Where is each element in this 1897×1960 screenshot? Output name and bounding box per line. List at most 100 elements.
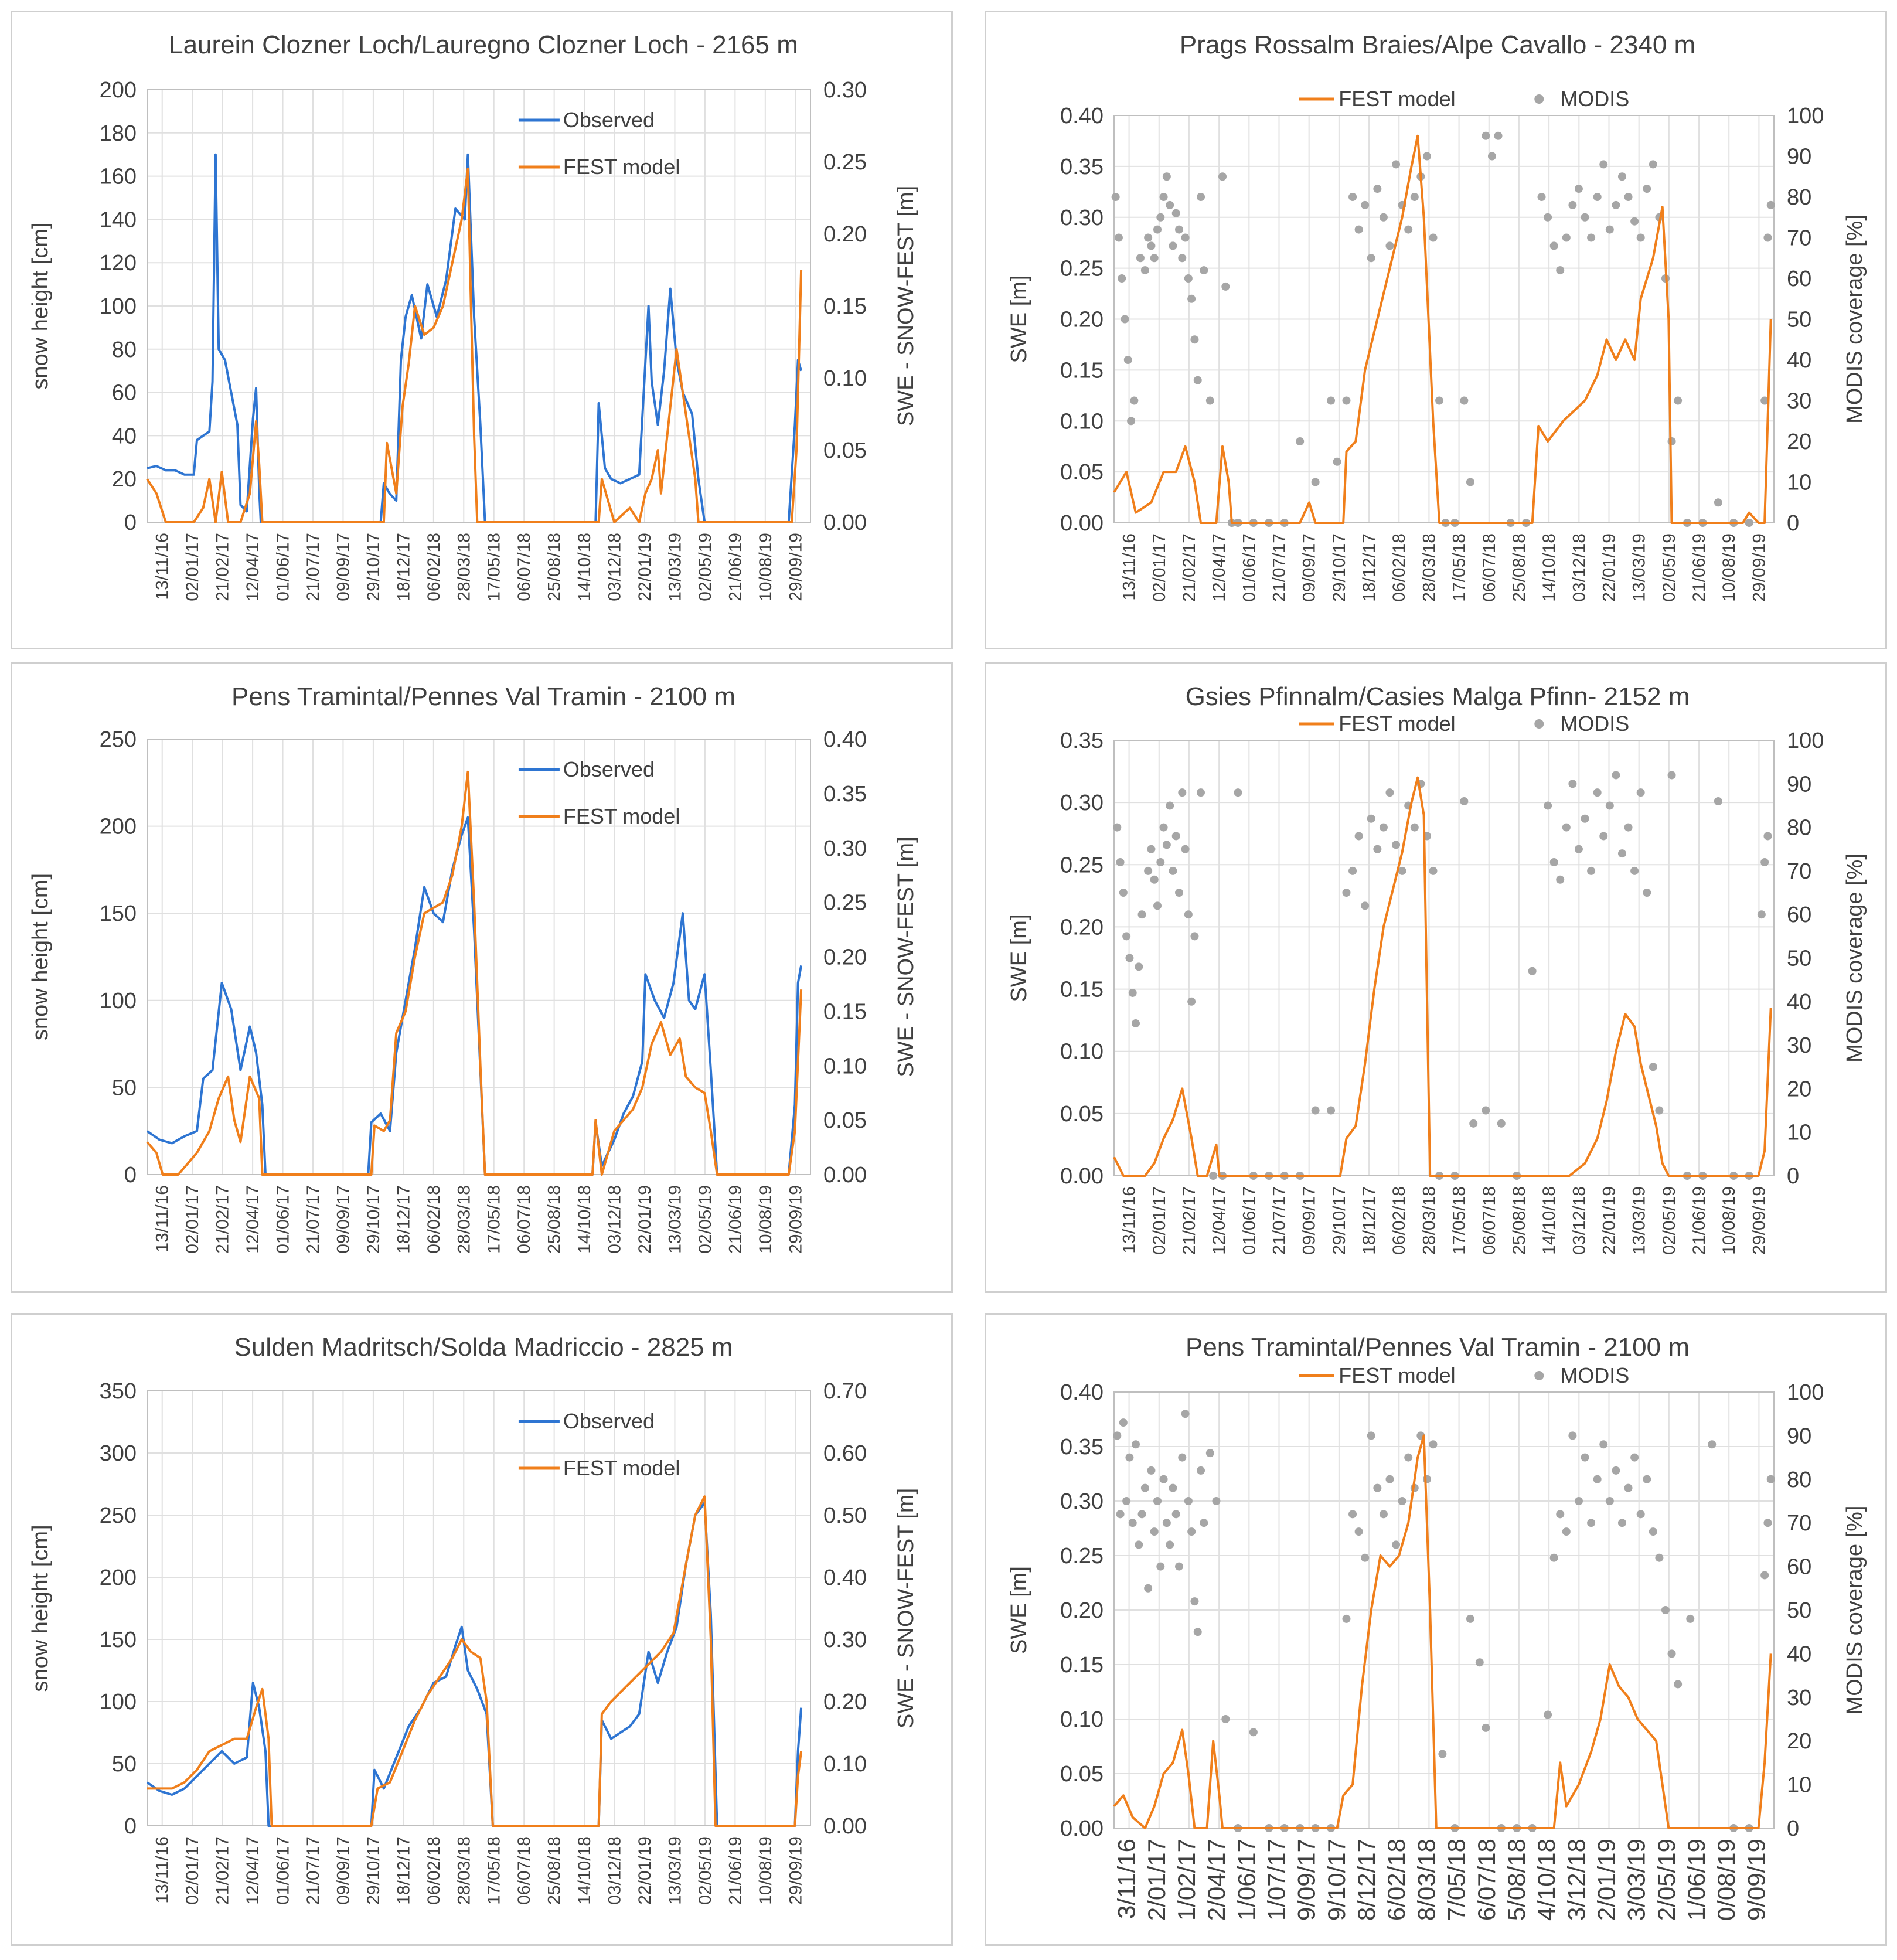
y2-tick-label: 90	[1787, 772, 1811, 797]
y2-tick-label: 0.30	[823, 78, 867, 103]
modis-point	[1624, 823, 1633, 832]
modis-point	[1162, 1519, 1171, 1527]
modis-point	[1385, 788, 1394, 797]
modis-point	[1373, 845, 1382, 853]
modis-point	[1379, 823, 1388, 832]
y2-tick-label: 70	[1787, 859, 1811, 884]
x-tick-label: 29/09/19	[786, 533, 805, 601]
modis-point	[1119, 1418, 1128, 1427]
modis-point	[1175, 225, 1184, 234]
series-observed	[146, 816, 803, 1176]
x-tick-label: 25/08/18	[1510, 1186, 1529, 1255]
x-tick-label: 09/09/17	[333, 1836, 353, 1905]
modis-point	[1745, 519, 1753, 527]
modis-point	[1113, 1431, 1122, 1440]
x-tick-label: 12/04/17	[1210, 1186, 1229, 1255]
y2-tick-label: 0.10	[823, 1054, 867, 1078]
modis-point	[1171, 209, 1180, 217]
modis-point	[1171, 1510, 1180, 1519]
modis-point	[1562, 823, 1571, 832]
series-fest-model	[146, 168, 803, 523]
y2-tick-label: 0.60	[823, 1441, 867, 1466]
modis-point	[1135, 1540, 1143, 1549]
y-tick-label: 200	[100, 78, 137, 103]
y2-tick-label: 40	[1787, 348, 1811, 373]
x-tick-label: 01/06/17	[1239, 1186, 1259, 1255]
modis-point	[1714, 498, 1722, 507]
x-tick-label: 06/02/18	[424, 533, 444, 601]
chart-svg: Laurein Clozner Loch/Lauregno Clozner Lo…	[28, 30, 918, 601]
y-tick-label: 0.05	[1060, 460, 1104, 485]
modis-point	[1209, 1172, 1218, 1180]
y2-tick-label: 50	[1787, 1598, 1811, 1623]
modis-point	[1128, 988, 1137, 997]
modis-point	[1181, 233, 1190, 242]
modis-point	[1549, 241, 1558, 250]
modis-point	[1190, 932, 1199, 941]
x-tick-label: 09/09/17	[333, 533, 353, 601]
chart-title: Laurein Clozner Loch/Lauregno Clozner Lo…	[169, 30, 798, 59]
x-tick-label: 21/07/17	[304, 1836, 323, 1905]
x-tick-label: 29/09/19	[1749, 1186, 1769, 1255]
x-tick-label: 3/11/16	[1113, 1839, 1140, 1919]
modis-point	[1568, 1431, 1577, 1440]
x-tick-label: 8/03/18	[1412, 1839, 1440, 1921]
modis-point	[1379, 213, 1388, 222]
modis-point	[1630, 1453, 1639, 1462]
modis-point	[1200, 1519, 1208, 1527]
x-tick-label: 18/12/17	[1360, 1186, 1379, 1255]
y2-tick-label: 30	[1787, 1033, 1811, 1058]
chart-svg: Gsies Pfinnalm/Casies Malga Pfinn- 2152 …	[1007, 682, 1867, 1255]
y2-tick-label: 40	[1787, 1642, 1811, 1666]
modis-point	[1113, 823, 1122, 832]
y2-tick-label: 20	[1787, 1729, 1811, 1754]
x-tick-label: 25/08/18	[545, 1836, 564, 1905]
modis-point	[1122, 932, 1131, 941]
modis-point	[1544, 801, 1552, 810]
modis-point	[1147, 845, 1156, 853]
modis-point	[1123, 356, 1132, 364]
y-tick-label: 0.30	[1060, 791, 1104, 815]
y-tick-label: 140	[100, 207, 137, 232]
plot-frame	[147, 1390, 811, 1826]
legend-modis-swatch	[1534, 94, 1544, 104]
x-tick-label: 02/01/17	[183, 1185, 202, 1254]
x-tick-label: 2/01/19	[1593, 1839, 1620, 1921]
modis-point	[1212, 1497, 1221, 1505]
x-tick-label: 12/04/17	[243, 1185, 263, 1254]
y-tick-label: 100	[100, 1690, 137, 1714]
modis-point	[1599, 160, 1608, 169]
y-tick-label: 0.00	[1060, 511, 1104, 536]
x-tick-label: 22/01/19	[635, 533, 655, 601]
modis-point	[1166, 801, 1174, 810]
y2-tick-label: 0.00	[823, 1814, 867, 1839]
modis-point	[1127, 417, 1136, 426]
chart-svg: Prags Rossalm Braies/Alpe Cavallo - 2340…	[1007, 30, 1867, 602]
modis-point	[1487, 152, 1496, 161]
plot-frame	[147, 739, 811, 1175]
x-tick-label: 02/05/19	[696, 533, 715, 601]
modis-point	[1549, 1553, 1558, 1562]
x-tick-label: 13/11/16	[153, 1836, 172, 1904]
y-tick-label: 20	[112, 467, 137, 492]
x-tick-label: 03/12/18	[605, 1836, 625, 1905]
modis-point	[1156, 213, 1165, 222]
modis-point	[1125, 954, 1134, 962]
modis-point	[1171, 832, 1180, 841]
modis-point	[1150, 1527, 1159, 1536]
modis-point	[1544, 213, 1552, 222]
x-tick-label: 06/07/18	[1480, 533, 1499, 602]
x-tick-label: 02/01/17	[183, 1836, 202, 1905]
series-observed	[146, 1501, 803, 1827]
x-tick-label: 29/09/19	[786, 1185, 805, 1254]
x-tick-label: 02/05/19	[1660, 533, 1679, 602]
y-tick-label: 0.25	[1060, 853, 1104, 877]
modis-point	[1766, 1475, 1775, 1483]
x-tick-label: 29/09/19	[786, 1836, 805, 1905]
x-tick-label: 3/12/18	[1562, 1839, 1590, 1921]
y2-tick-label: 60	[1787, 1555, 1811, 1580]
modis-point	[1119, 889, 1128, 897]
modis-point	[1150, 875, 1159, 884]
modis-point	[1466, 1614, 1474, 1623]
modis-point	[1144, 233, 1153, 242]
